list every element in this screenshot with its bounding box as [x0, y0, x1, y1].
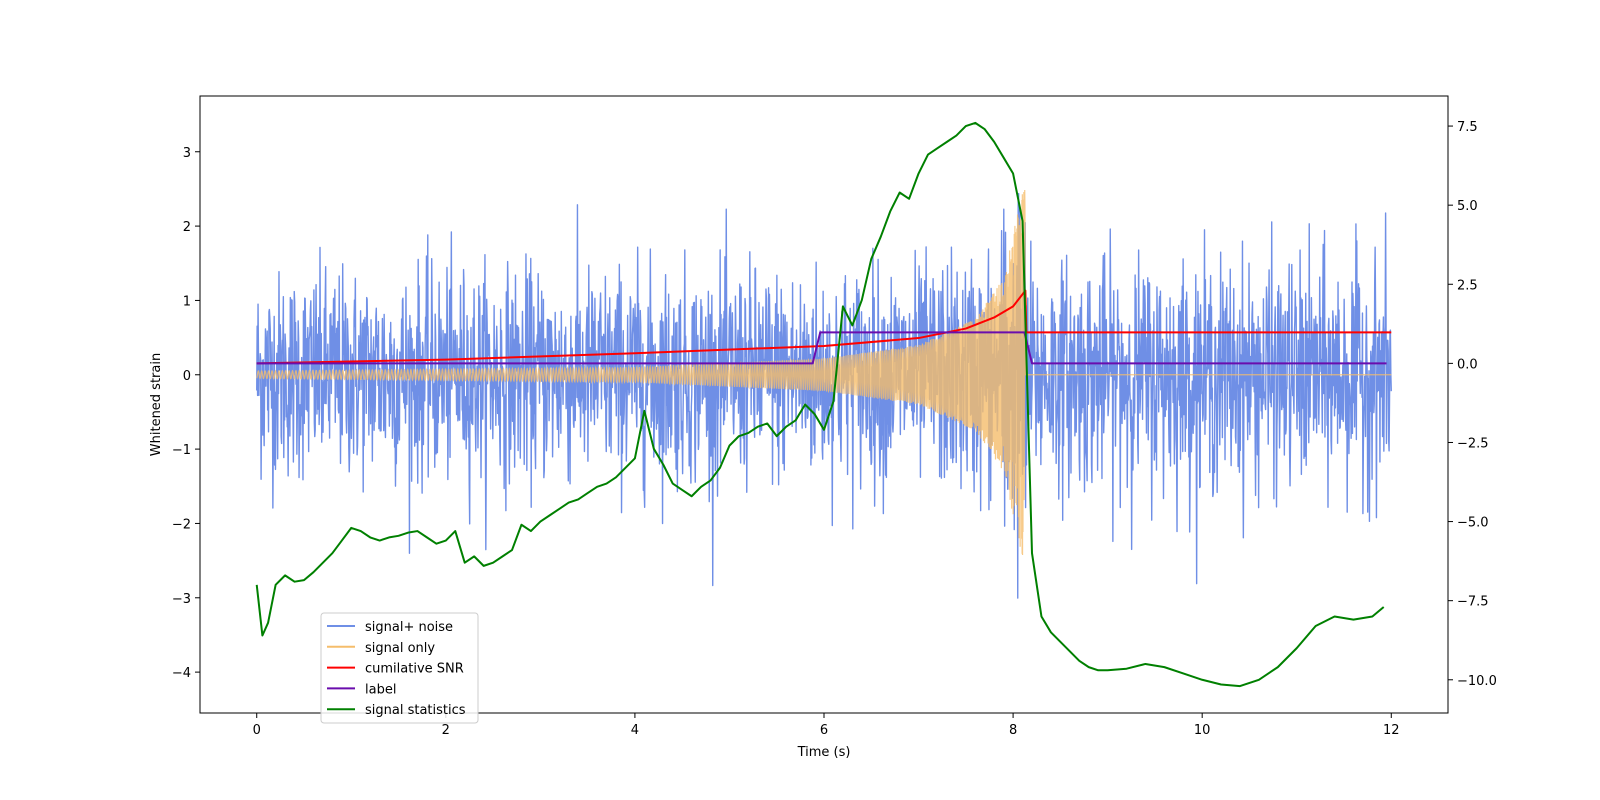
y2-axis-ticks: −10.0 −7.5 −5.0 −2.5 0.0 2.5 5.0 7.5	[1448, 120, 1497, 689]
y2-tick-label: −5.0	[1457, 516, 1489, 531]
y-tick-label: 1	[183, 294, 191, 309]
y2-tick-label: −2.5	[1457, 436, 1489, 451]
y-tick-label: −3	[172, 592, 191, 607]
legend-label-cumilative-snr: cumilative SNR	[365, 662, 464, 677]
x-tick-label: 2	[442, 723, 450, 738]
x-tick-label: 8	[1009, 723, 1017, 738]
y-tick-label: 0	[183, 369, 191, 384]
y2-tick-label: −10.0	[1457, 674, 1497, 689]
y2-tick-label: 0.0	[1457, 357, 1478, 372]
y-axis-ticks: −4 −3 −2 −1 0 1 2 3	[172, 146, 200, 681]
series-signal-statistics	[255, 121, 1385, 688]
layer-signal-only	[256, 190, 1392, 555]
x-tick-label: 12	[1383, 723, 1400, 738]
x-axis-label: Time (s)	[797, 745, 851, 760]
y-axis-label: Whitened strain	[149, 353, 164, 456]
legend-label-signal-statistics: signal statistics	[365, 703, 466, 718]
layer-derived-lines	[255, 121, 1392, 688]
legend-label-signal-noise: signal+ noise	[365, 620, 453, 635]
x-tick-label: 10	[1194, 723, 1211, 738]
legend-box	[320, 612, 479, 724]
x-tick-label: 6	[820, 723, 828, 738]
x-tick-label: 0	[253, 723, 261, 738]
series-label	[256, 331, 1387, 365]
y-tick-label: −4	[172, 666, 191, 681]
y-tick-label: 3	[183, 146, 191, 161]
y2-tick-label: 5.0	[1457, 199, 1478, 214]
legend-label-signal-only: signal only	[365, 641, 435, 656]
y2-tick-label: −7.5	[1457, 595, 1489, 610]
x-tick-label: 4	[631, 723, 639, 738]
y2-tick-label: 7.5	[1457, 120, 1478, 135]
legend: signal+ noise signal only cumilative SNR la…	[320, 612, 479, 724]
y-tick-label: 2	[183, 220, 191, 235]
y-tick-label: −1	[172, 443, 191, 458]
plot-area	[255, 121, 1392, 688]
legend-label-label: label	[365, 682, 396, 697]
y-tick-label: −2	[172, 517, 191, 532]
series-signal-only	[256, 190, 1392, 555]
y2-tick-label: 2.5	[1457, 278, 1478, 293]
